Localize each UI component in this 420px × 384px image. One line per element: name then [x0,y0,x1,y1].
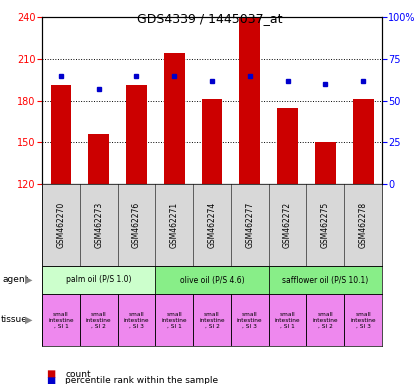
Bar [353,99,373,184]
Bar [155,294,193,346]
Bar [155,184,193,266]
Text: small
intestine
, SI 1: small intestine , SI 1 [161,312,187,328]
Bar [231,184,269,266]
Bar [269,266,382,294]
Text: small
intestine
, SI 2: small intestine , SI 2 [86,312,111,328]
Text: small
intestine
, SI 2: small intestine , SI 2 [312,312,338,328]
Text: GSM462276: GSM462276 [132,202,141,248]
Text: GSM462274: GSM462274 [207,202,216,248]
Text: ▶: ▶ [25,315,32,325]
Text: ▶: ▶ [25,275,32,285]
Text: small
intestine
, SI 2: small intestine , SI 2 [199,312,225,328]
Bar [344,184,382,266]
Bar [344,294,382,346]
Bar [164,53,185,184]
Text: ■: ■ [46,376,55,384]
Text: palm oil (P/S 1.0): palm oil (P/S 1.0) [66,275,131,285]
Bar [50,85,71,184]
Bar [231,294,269,346]
Text: small
intestine
, SI 3: small intestine , SI 3 [350,312,376,328]
Bar [277,108,298,184]
Text: small
intestine
, SI 1: small intestine , SI 1 [275,312,300,328]
Bar [42,294,80,346]
Bar [193,294,231,346]
Bar [80,184,118,266]
Bar [307,184,344,266]
Text: agent: agent [2,275,29,285]
Text: count: count [65,369,91,379]
Text: olive oil (P/S 4.6): olive oil (P/S 4.6) [180,275,244,285]
Bar [269,184,307,266]
Bar [126,85,147,184]
Text: tissue: tissue [1,316,28,324]
Text: small
intestine
, SI 3: small intestine , SI 3 [237,312,262,328]
Text: GSM462277: GSM462277 [245,202,254,248]
Text: GSM462272: GSM462272 [283,202,292,248]
Bar [80,294,118,346]
Bar [155,266,269,294]
Bar [42,184,80,266]
Text: GSM462273: GSM462273 [94,202,103,248]
Text: GSM462278: GSM462278 [359,202,368,248]
Bar [269,294,307,346]
Text: safflower oil (P/S 10.1): safflower oil (P/S 10.1) [282,275,368,285]
Bar [315,142,336,184]
Bar [42,266,155,294]
Bar [118,184,155,266]
Text: GDS4339 / 1445037_at: GDS4339 / 1445037_at [137,12,283,25]
Text: GSM462271: GSM462271 [170,202,179,248]
Text: percentile rank within the sample: percentile rank within the sample [65,376,218,384]
Text: small
intestine
, SI 3: small intestine , SI 3 [123,312,149,328]
Text: ■: ■ [46,369,55,379]
Text: GSM462270: GSM462270 [56,202,66,248]
Bar [118,294,155,346]
Bar [88,134,109,184]
Text: GSM462275: GSM462275 [321,202,330,248]
Bar [307,294,344,346]
Text: small
intestine
, SI 1: small intestine , SI 1 [48,312,74,328]
Bar [202,99,222,184]
Bar [239,17,260,184]
Bar [193,184,231,266]
